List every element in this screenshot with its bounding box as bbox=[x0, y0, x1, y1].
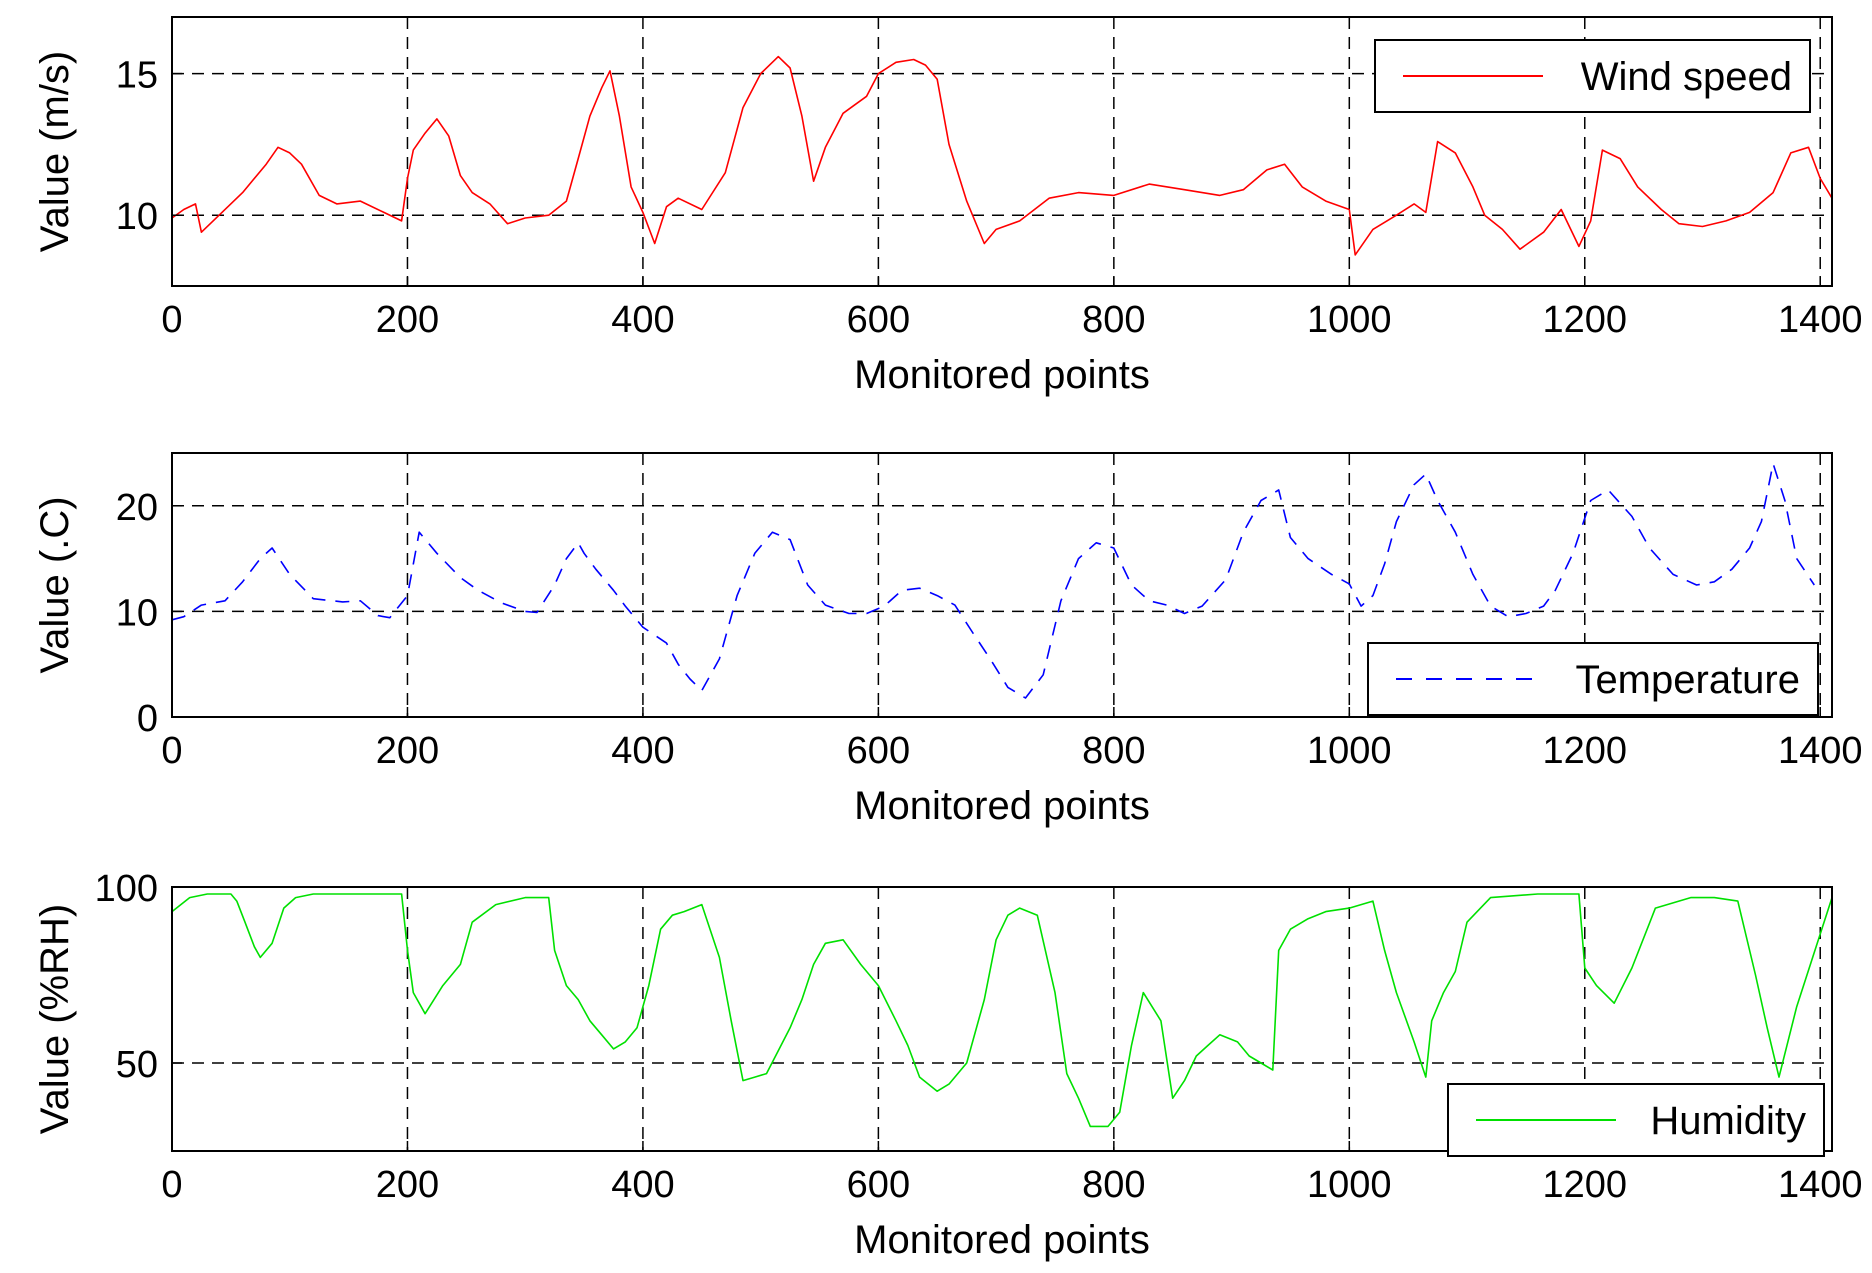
x-tick-label-1200-temperature: 1200 bbox=[1542, 730, 1627, 772]
x-tick-label-200-humidity: 200 bbox=[376, 1164, 439, 1206]
x-tick-label-400-temperature: 400 bbox=[611, 730, 674, 772]
x-tick-label-1400-temperature: 1400 bbox=[1778, 730, 1863, 772]
y-axis-label-wind-speed: Value (m/s) bbox=[33, 51, 77, 253]
ticks-wind-speed: 0 200 400 600 800 1000 1200 1400 10 15 bbox=[116, 55, 1863, 341]
x-tick-label-1000-temperature: 1000 bbox=[1307, 730, 1392, 772]
legend-box-humidity bbox=[1447, 1083, 1825, 1157]
y-tick-label-15-wind-speed: 15 bbox=[116, 55, 158, 97]
series-line-temperature bbox=[171, 462, 1815, 699]
panel-wind-speed: 0 200 400 600 800 1000 1200 1400 10 15 Monitored … bbox=[33, 16, 1863, 397]
x-tick-label-400-wind-speed: 400 bbox=[611, 299, 674, 341]
legend-label-wind-speed: Wind speed bbox=[1581, 55, 1792, 99]
x-tick-label-800-temperature: 800 bbox=[1082, 730, 1145, 772]
x-tick-label-400-humidity: 400 bbox=[611, 1164, 674, 1206]
y-tick-label-20-temperature: 20 bbox=[116, 487, 158, 529]
y-tick-label-10-wind-speed: 10 bbox=[116, 196, 158, 238]
legend-label-temperature: Temperature bbox=[1575, 658, 1800, 702]
x-tick-label-200-temperature: 200 bbox=[376, 730, 439, 772]
ticks-temperature: 0 200 400 600 800 1000 1200 1400 0 10 20 bbox=[116, 487, 1863, 772]
x-tick-label-600-humidity: 600 bbox=[847, 1164, 910, 1206]
x-tick-label-600-wind-speed: 600 bbox=[847, 299, 910, 341]
x-tick-label-1200-wind-speed: 1200 bbox=[1542, 299, 1627, 341]
x-axis-label-wind-speed: Monitored points bbox=[854, 353, 1150, 397]
panel-temperature: 0 200 400 600 800 1000 1200 1400 0 10 20 Monitored… bbox=[33, 452, 1863, 828]
x-axis-label-temperature: Monitored points bbox=[854, 784, 1150, 828]
x-tick-label-0-humidity: 0 bbox=[161, 1164, 182, 1206]
y-tick-label-100-humidity: 100 bbox=[95, 868, 158, 910]
x-tick-label-200-wind-speed: 200 bbox=[376, 299, 439, 341]
plot-area-temperature bbox=[171, 452, 1833, 718]
legend-wind-speed: Wind speed bbox=[1374, 39, 1811, 113]
y-axis-label-humidity: Value (%RH) bbox=[33, 904, 77, 1134]
x-tick-label-600-temperature: 600 bbox=[847, 730, 910, 772]
legend-label-humidity: Humidity bbox=[1650, 1099, 1806, 1143]
x-tick-label-1200-humidity: 1200 bbox=[1542, 1164, 1627, 1206]
plot-area-wind-speed bbox=[171, 16, 1833, 287]
ticks-humidity: 0 200 400 600 800 1000 1200 1400 50 100 bbox=[95, 868, 1863, 1206]
legend-humidity: Humidity bbox=[1447, 1083, 1825, 1157]
legend-box-temperature bbox=[1367, 642, 1819, 716]
x-tick-label-800-humidity: 800 bbox=[1082, 1164, 1145, 1206]
x-tick-label-0-temperature: 0 bbox=[161, 730, 182, 772]
y-tick-label-10-temperature: 10 bbox=[116, 592, 158, 634]
x-tick-label-1000-humidity: 1000 bbox=[1307, 1164, 1392, 1206]
legend-temperature: Temperature bbox=[1367, 642, 1819, 716]
plot-area-humidity bbox=[171, 886, 1833, 1152]
x-tick-label-0-wind-speed: 0 bbox=[161, 299, 182, 341]
series-temperature bbox=[171, 462, 1815, 699]
x-tick-label-1400-humidity: 1400 bbox=[1778, 1164, 1863, 1206]
x-tick-label-800-wind-speed: 800 bbox=[1082, 299, 1145, 341]
panel-humidity: 0 200 400 600 800 1000 1200 1400 50 100 Monitored… bbox=[33, 868, 1863, 1262]
x-tick-label-1000-wind-speed: 1000 bbox=[1307, 299, 1392, 341]
y-tick-label-0-temperature: 0 bbox=[137, 698, 158, 740]
series-wind-speed bbox=[171, 55, 1833, 256]
y-tick-label-50-humidity: 50 bbox=[116, 1044, 158, 1086]
x-tick-label-1400-wind-speed: 1400 bbox=[1778, 299, 1863, 341]
y-axis-label-temperature: Value (.C) bbox=[33, 496, 77, 673]
x-axis-label-humidity: Monitored points bbox=[854, 1218, 1150, 1262]
